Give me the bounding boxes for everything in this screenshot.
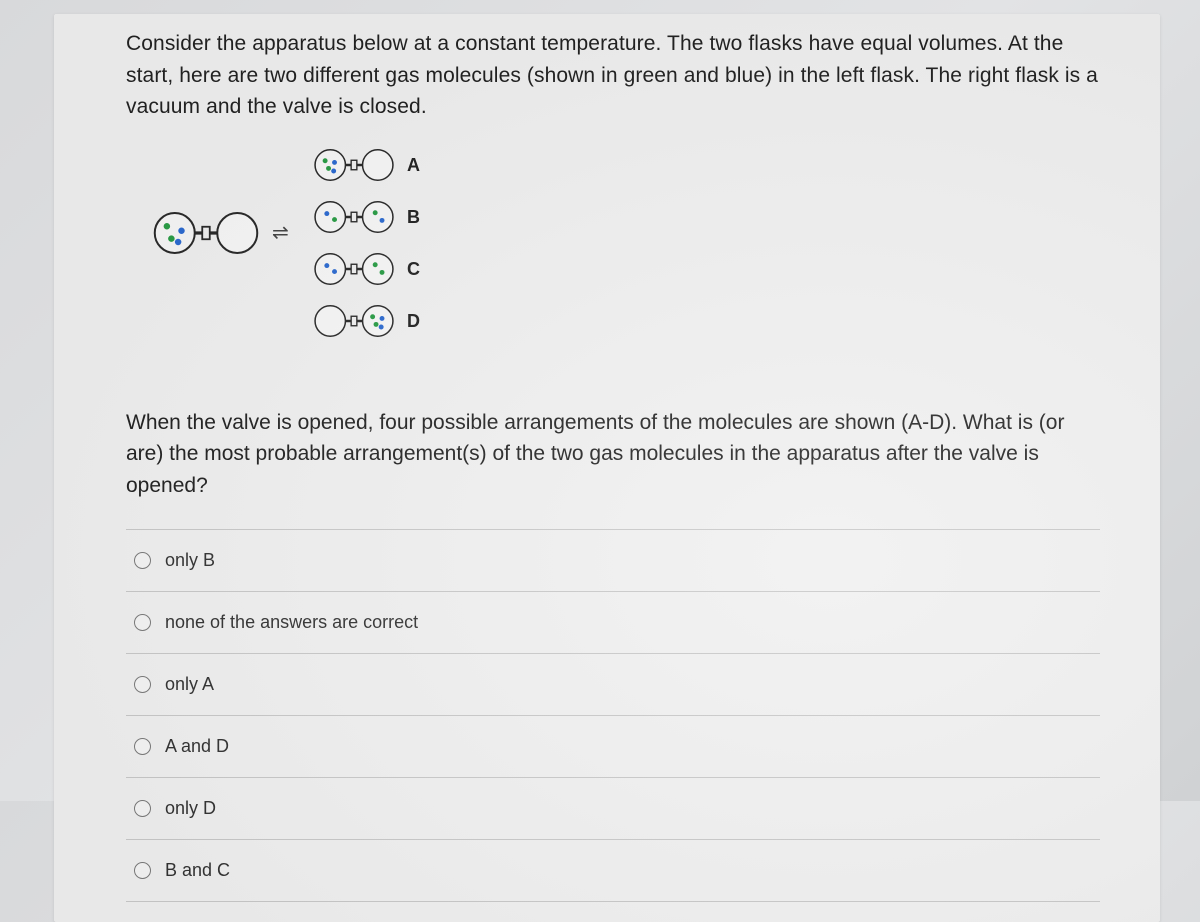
svg-text:D: D: [407, 311, 420, 331]
radio-icon: [134, 614, 151, 631]
answer-option[interactable]: A and D: [126, 715, 1100, 777]
answer-label: B and C: [165, 860, 230, 881]
question-intro: Consider the apparatus below at a consta…: [126, 28, 1100, 123]
answer-label: only A: [165, 674, 214, 695]
radio-icon: [134, 738, 151, 755]
answer-list: only B none of the answers are correct onl…: [126, 529, 1100, 902]
answer-label: none of the answers are correct: [165, 612, 418, 633]
answer-option[interactable]: B and C: [126, 839, 1100, 902]
answer-option[interactable]: only B: [126, 529, 1100, 591]
answer-option[interactable]: only A: [126, 653, 1100, 715]
radio-icon: [134, 676, 151, 693]
answer-option[interactable]: none of the answers are correct: [126, 591, 1100, 653]
radio-icon: [134, 862, 151, 879]
svg-text:A: A: [407, 155, 420, 175]
svg-text:B: B: [407, 207, 420, 227]
question-followup: When the valve is opened, four possible …: [126, 407, 1100, 502]
radio-icon: [134, 552, 151, 569]
answer-option[interactable]: only D: [126, 777, 1100, 839]
question-card: Consider the apparatus below at a consta…: [54, 14, 1160, 922]
apparatus-diagram: ⇌ A B C D: [144, 139, 1100, 379]
radio-icon: [134, 800, 151, 817]
svg-text:⇌: ⇌: [272, 222, 289, 244]
answer-label: only D: [165, 798, 216, 819]
answer-label: A and D: [165, 736, 229, 757]
svg-text:C: C: [407, 259, 420, 279]
answer-label: only B: [165, 550, 215, 571]
